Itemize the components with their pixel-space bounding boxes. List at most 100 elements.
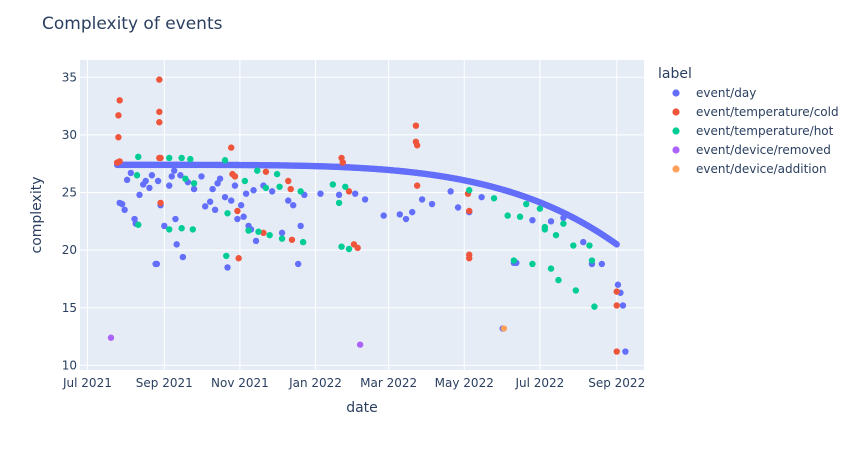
data-point bbox=[273, 170, 281, 178]
data-point bbox=[115, 112, 122, 119]
y-tick-label: 15 bbox=[62, 301, 77, 315]
data-point bbox=[136, 191, 143, 199]
data-point bbox=[228, 197, 235, 204]
data-point bbox=[121, 206, 128, 214]
chart-title: Complexity of events bbox=[42, 14, 223, 34]
y-tick-label: 25 bbox=[62, 186, 77, 200]
data-point bbox=[187, 155, 194, 163]
legend-item[interactable]: event/day bbox=[672, 86, 756, 100]
data-point bbox=[148, 172, 156, 179]
data-point bbox=[342, 183, 349, 190]
legend-item[interactable]: event/device/removed bbox=[672, 143, 831, 157]
data-point bbox=[613, 348, 620, 355]
x-tick-label: Sep 2022 bbox=[588, 376, 645, 390]
data-point bbox=[294, 260, 302, 268]
data-point bbox=[157, 199, 164, 207]
data-point bbox=[354, 244, 361, 252]
data-point bbox=[613, 302, 620, 309]
legend-marker bbox=[672, 165, 680, 173]
data-point bbox=[262, 168, 270, 175]
data-point bbox=[413, 142, 421, 149]
data-point bbox=[552, 231, 560, 239]
data-point bbox=[619, 302, 627, 309]
data-point bbox=[536, 205, 544, 212]
data-point bbox=[245, 227, 252, 234]
plot-area bbox=[80, 60, 644, 370]
legend[interactable]: label event/day event/temperature/cold eve… bbox=[658, 66, 839, 176]
data-point bbox=[190, 185, 198, 193]
data-point bbox=[570, 242, 577, 249]
data-point bbox=[190, 180, 198, 187]
data-point bbox=[107, 334, 115, 341]
data-point bbox=[157, 154, 164, 162]
data-point bbox=[115, 134, 122, 141]
data-point bbox=[116, 97, 123, 104]
data-point bbox=[598, 260, 606, 268]
data-point bbox=[206, 198, 214, 205]
legend-item[interactable]: event/temperature/cold bbox=[672, 105, 839, 119]
data-point bbox=[166, 182, 173, 189]
x-tick-label: May 2022 bbox=[435, 376, 494, 390]
data-point bbox=[135, 153, 142, 161]
data-point bbox=[156, 76, 163, 83]
data-point bbox=[356, 341, 364, 348]
data-point bbox=[211, 206, 219, 214]
data-point bbox=[572, 287, 580, 294]
data-point bbox=[560, 220, 567, 227]
data-point bbox=[541, 226, 549, 233]
data-point bbox=[254, 167, 261, 174]
x-tick-label: Nov 2021 bbox=[211, 376, 269, 390]
data-point bbox=[241, 177, 249, 185]
series-event-temperature-hot bbox=[133, 153, 598, 310]
data-point bbox=[317, 190, 324, 197]
x-tick-label: Jul 2022 bbox=[514, 376, 564, 390]
legend-item[interactable]: event/device/addition bbox=[672, 162, 827, 176]
legend-marker bbox=[672, 127, 680, 135]
data-point bbox=[173, 241, 180, 248]
data-point bbox=[198, 173, 205, 180]
data-point bbox=[224, 210, 231, 217]
data-point bbox=[127, 169, 135, 177]
series-event-day bbox=[113, 161, 629, 355]
legend-title: label bbox=[658, 66, 692, 82]
series-event-device-removed bbox=[107, 334, 364, 348]
data-point bbox=[588, 257, 596, 264]
data-point bbox=[231, 182, 239, 189]
gridlines bbox=[80, 60, 644, 370]
data-point bbox=[178, 154, 185, 162]
data-point bbox=[396, 211, 404, 218]
data-point bbox=[182, 175, 189, 182]
data-point bbox=[287, 185, 294, 193]
legend-marker bbox=[672, 89, 680, 97]
data-point bbox=[240, 213, 247, 220]
data-point bbox=[278, 235, 286, 242]
y-tick-label: 30 bbox=[62, 128, 77, 142]
data-point bbox=[529, 216, 536, 224]
data-point bbox=[276, 183, 283, 190]
data-point bbox=[351, 190, 359, 197]
data-point bbox=[153, 260, 161, 268]
data-point bbox=[161, 222, 168, 230]
data-point bbox=[172, 215, 179, 223]
data-point bbox=[224, 264, 231, 271]
data-point bbox=[142, 177, 149, 185]
data-point bbox=[177, 172, 184, 179]
y-axis-ticks: 10 15 20 25 30 35 bbox=[62, 70, 77, 372]
legend-item[interactable]: event/temperature/hot bbox=[672, 124, 834, 138]
data-point bbox=[380, 212, 387, 219]
x-tick-label: Jan 2022 bbox=[288, 376, 342, 390]
data-point bbox=[466, 187, 473, 194]
data-point bbox=[613, 241, 620, 248]
data-point bbox=[335, 199, 343, 207]
legend-label: event/day bbox=[696, 86, 756, 100]
x-tick-label: Sep 2021 bbox=[136, 376, 193, 390]
data-point bbox=[166, 226, 173, 233]
data-point bbox=[622, 348, 629, 355]
data-point bbox=[478, 193, 485, 201]
data-point bbox=[216, 175, 224, 182]
data-point bbox=[329, 181, 337, 188]
data-point bbox=[178, 225, 185, 232]
data-point bbox=[116, 158, 123, 165]
data-point bbox=[171, 167, 178, 174]
data-point bbox=[418, 196, 426, 203]
